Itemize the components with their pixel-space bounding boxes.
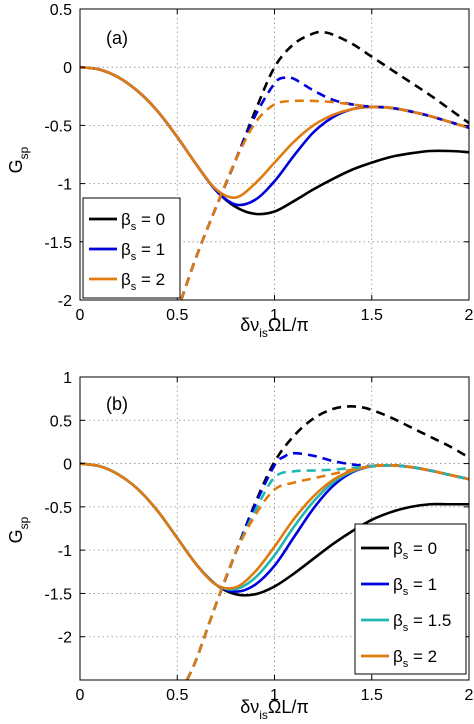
x-tick-label: 1.5 — [361, 687, 383, 704]
y-tick-label: -1.5 — [44, 235, 72, 252]
legend-label: βs = 1 — [121, 240, 165, 263]
series-group — [80, 30, 469, 300]
series-line--s-0-dashed — [179, 30, 469, 300]
chart-panel-1: 0 0.5 1 1.5 2 0.5 0 -0.5 -1 -1.5 -2 (a) δνisΩL/π Gsp β… — [6, 2, 474, 340]
legend-label: βs = 0 — [393, 539, 437, 562]
x-tick-label: 0 — [76, 687, 85, 704]
x-tick-label: 2 — [465, 307, 474, 324]
legend: βs = 0 βs = 1 βs = 2 — [82, 197, 181, 299]
legend-label: βs = 2 — [393, 647, 437, 670]
series-line--s-1-dashed — [179, 75, 469, 300]
legend-label: βs = 0 — [121, 210, 165, 233]
series-line--s-2-dashed — [179, 99, 469, 300]
y-tick-label: -0.5 — [44, 118, 72, 135]
y-tick-label: -1 — [58, 177, 72, 194]
y-axis-label: Gsp — [6, 516, 31, 543]
chart-panel-2: 0 0.5 1 1.5 2 1 0.5 0 -0.5 -1 -1.5 -2 (b) δνisΩL/π Gsp… — [6, 370, 474, 722]
panel-label: (a) — [106, 28, 128, 48]
series-line--s-2-dashed — [185, 463, 469, 680]
y-axis-label: Gsp — [6, 146, 31, 173]
y-tick-label: 1 — [63, 370, 72, 387]
x-tick-label: 1 — [270, 687, 279, 704]
x-tick-label: 1.5 — [361, 307, 383, 324]
legend-label: βs = 2 — [121, 270, 165, 293]
y-tick-label: -2 — [58, 293, 72, 310]
x-tick-label: 0 — [76, 307, 85, 324]
y-tick-label: 0.5 — [50, 2, 72, 19]
legend-label: βs = 1.5 — [393, 611, 451, 634]
legend: βs = 0 βs = 1 βs = 1.5 βs = 2 — [354, 523, 467, 675]
x-tick-label: 0.5 — [166, 307, 188, 324]
x-axis-label: δνisΩL/π — [240, 315, 309, 340]
y-tick-label: -0.5 — [44, 500, 72, 517]
x-tick-label: 1 — [270, 307, 279, 324]
panel-label: (b) — [106, 394, 128, 414]
y-tick-label: 0 — [63, 60, 72, 77]
y-tick-label: 0.5 — [50, 413, 72, 430]
legend-label: βs = 1 — [393, 575, 437, 598]
series-group — [80, 405, 469, 680]
x-axis-label: δνisΩL/π — [240, 697, 309, 722]
y-tick-label: -1.5 — [44, 586, 72, 603]
y-tick-label: 0 — [63, 457, 72, 474]
y-tick-label: -1 — [58, 543, 72, 560]
x-tick-label: 0.5 — [166, 687, 188, 704]
y-tick-label: -2 — [58, 630, 72, 647]
x-tick-label: 2 — [465, 687, 474, 704]
